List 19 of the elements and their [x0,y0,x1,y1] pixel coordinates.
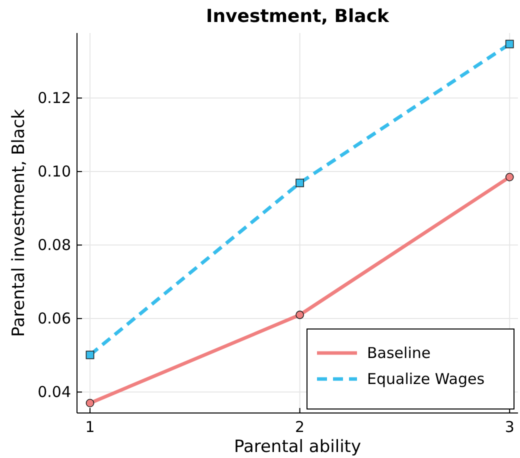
point [296,178,304,188]
x-tick-label: 2 [295,418,305,436]
legend-label: Baseline [367,344,431,362]
point [505,172,514,182]
legend-label: Equalize Wages [367,370,485,388]
point [296,310,304,320]
point [505,40,514,48]
chart-title: Investment, Black [206,6,390,27]
point [86,398,94,408]
x-tick-label: 1 [85,418,95,436]
y-tick-label: 0.10 [38,162,71,181]
y-tick-label: 0.12 [38,89,71,108]
x-axis-title: Parental ability [234,437,362,457]
y-tick-label: 0.08 [38,236,71,254]
x-tick-label: 3 [504,418,514,436]
point [86,350,94,360]
y-axis-title: Parental investment, Black [9,108,29,337]
y-tick-label: 0.04 [38,383,71,402]
y-tick-label: 0.06 [38,310,71,328]
